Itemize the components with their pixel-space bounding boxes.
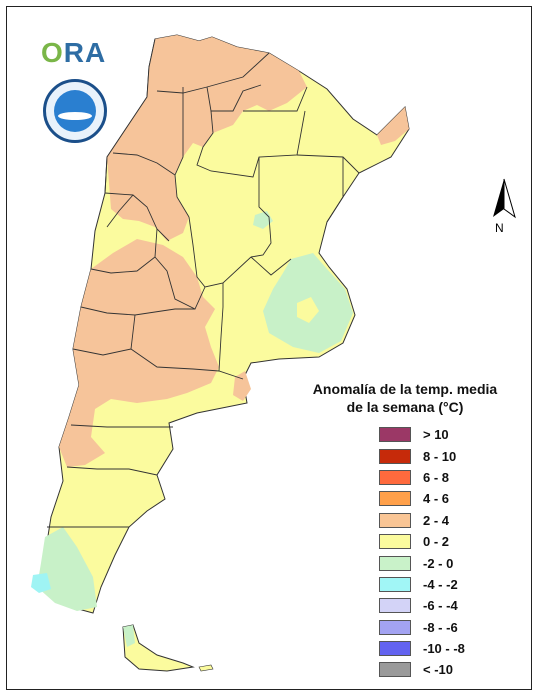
legend-swatch <box>379 576 411 592</box>
legend-row: 8 - 10 <box>379 445 465 466</box>
legend-label: 8 - 10 <box>423 448 457 464</box>
legend-label: 4 - 6 <box>423 491 450 507</box>
zone-m2-0-south <box>37 527 97 611</box>
north-label: N <box>495 221 504 235</box>
north-arrow-icon <box>493 178 516 219</box>
isla-estados <box>198 664 214 672</box>
legend-label: -6 - -4 <box>423 598 458 614</box>
legend-swatch <box>379 427 411 443</box>
legend-swatch <box>379 469 411 485</box>
legend-swatch <box>379 512 411 528</box>
legend-swatch <box>379 662 411 678</box>
legend-row: 0 - 2 <box>379 531 465 552</box>
zone-2-4-ne-tip <box>377 107 409 145</box>
legend-swatch <box>379 448 411 464</box>
legend-row: -4 - -2 <box>379 574 465 595</box>
legend-label: > 10 <box>423 427 449 443</box>
zone-2-4-west <box>59 239 219 467</box>
zone-2-4-mid <box>233 371 251 401</box>
province-borders <box>47 38 360 528</box>
legend-label: -2 - 0 <box>423 555 454 571</box>
ora-logo: ORA <box>41 37 106 69</box>
legend-swatch <box>379 598 411 614</box>
ora-logo-ra: RA <box>63 37 107 68</box>
legend-label: -10 - -8 <box>423 641 465 657</box>
legend-row: -10 - -8 <box>379 638 465 659</box>
legend-swatch <box>379 491 411 507</box>
legend-swatch <box>379 555 411 571</box>
legend-row: -8 - -6 <box>379 617 465 638</box>
institution-seal-icon <box>43 79 107 143</box>
legend-title-line1: Anomalía de la temp. media <box>312 381 498 397</box>
map-frame: ORA N Anomalía de la temp. media de la s… <box>6 6 532 690</box>
legend-row: 6 - 8 <box>379 467 465 488</box>
zone-0-2-island <box>297 297 319 323</box>
legend-label: 2 - 4 <box>423 512 450 528</box>
legend: > 10 8 - 10 6 - 8 4 - 6 2 - 4 0 - 2 -2 - 0 -4 -… <box>379 424 465 681</box>
legend-title-line2: de la semana (°C) <box>346 399 464 415</box>
legend-row: -6 - -4 <box>379 595 465 616</box>
legend-label: -4 - -2 <box>423 576 458 592</box>
legend-row: 4 - 6 <box>379 488 465 509</box>
zone-2-4-central <box>197 197 227 247</box>
legend-label: -8 - -6 <box>423 619 458 635</box>
argentina-map <box>31 34 410 672</box>
zone-m4-m2-south <box>31 573 51 593</box>
legend-row: -2 - 0 <box>379 552 465 573</box>
legend-swatch <box>379 534 411 550</box>
legend-row: < -10 <box>379 659 465 680</box>
legend-row: 2 - 4 <box>379 510 465 531</box>
legend-label: < -10 <box>423 662 453 678</box>
seal-wave <box>58 112 92 120</box>
legend-row: > 10 <box>379 424 465 445</box>
tierra-del-fuego-green <box>123 625 135 647</box>
seal-center <box>54 90 96 132</box>
legend-swatch <box>379 619 411 635</box>
legend-label: 6 - 8 <box>423 469 450 485</box>
legend-swatch <box>379 641 411 657</box>
ora-logo-o: O <box>41 37 64 68</box>
legend-label: 0 - 2 <box>423 534 450 550</box>
tierra-del-fuego <box>122 624 195 672</box>
legend-title: Anomalía de la temp. media de la semana … <box>305 380 505 416</box>
